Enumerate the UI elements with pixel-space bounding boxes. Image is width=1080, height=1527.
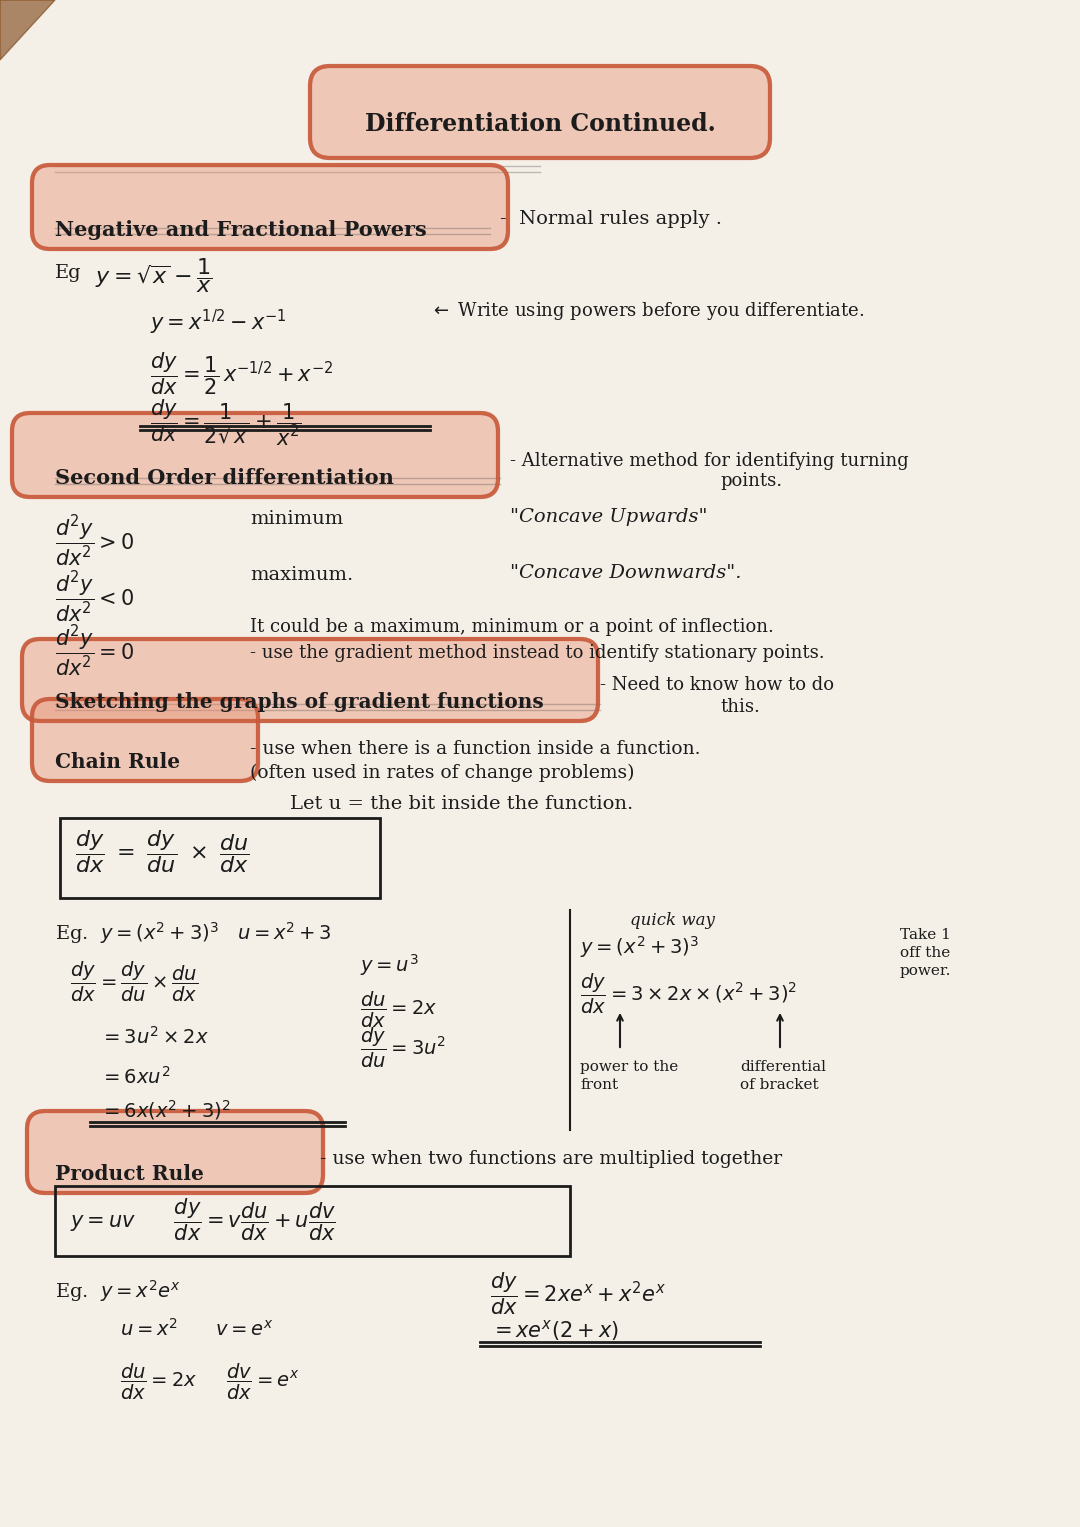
Text: $\dfrac{dy}{dx} = \dfrac{1}{2\sqrt{x}} + \dfrac{1}{x^2}$: $\dfrac{dy}{dx} = \dfrac{1}{2\sqrt{x}} +…	[150, 399, 301, 447]
Text: - use the gradient method instead to identify stationary points.: - use the gradient method instead to ide…	[249, 644, 825, 663]
Text: differential: differential	[740, 1060, 826, 1073]
Text: Product Rule: Product Rule	[55, 1164, 204, 1183]
Text: front: front	[580, 1078, 618, 1092]
FancyBboxPatch shape	[22, 638, 598, 721]
Text: power.: power.	[900, 964, 951, 977]
Text: $\dfrac{du}{dx} = 2x$     $\dfrac{dv}{dx} = e^x$: $\dfrac{du}{dx} = 2x$ $\dfrac{dv}{dx} = …	[120, 1362, 299, 1402]
Text: $\dfrac{dy}{dx} = 3 \times 2x \times (x^2+3)^2$: $\dfrac{dy}{dx} = 3 \times 2x \times (x^…	[580, 973, 797, 1015]
Text: $= 3u^2 \times 2x$: $= 3u^2 \times 2x$	[100, 1026, 208, 1048]
Bar	[60, 818, 380, 898]
Text: $\leftarrow$ Write using powers before you differentiate.: $\leftarrow$ Write using powers before y…	[430, 299, 864, 322]
Text: $y=uv$      $\dfrac{dy}{dx} = v\dfrac{du}{dx} + u\dfrac{dv}{dx}$: $y=uv$ $\dfrac{dy}{dx} = v\dfrac{du}{dx}…	[70, 1196, 336, 1243]
Text: Negative and Fractional Powers: Negative and Fractional Powers	[55, 220, 427, 240]
Text: $\dfrac{d^2y}{dx^2} = 0$: $\dfrac{d^2y}{dx^2} = 0$	[55, 625, 134, 680]
Text: maximum.: maximum.	[249, 567, 353, 583]
Text: $\dfrac{dy}{dx} = \dfrac{dy}{du} \times \dfrac{du}{dx}$: $\dfrac{dy}{dx} = \dfrac{dy}{du} \times …	[70, 960, 198, 1005]
Text: $= 6xu^2$: $= 6xu^2$	[100, 1066, 171, 1087]
Text: $= 6x(x^2+3)^2$: $= 6x(x^2+3)^2$	[100, 1098, 230, 1122]
Text: $\dfrac{dy}{dx}\ =\ \dfrac{dy}{du}\ \times\ \dfrac{du}{dx}$: $\dfrac{dy}{dx}\ =\ \dfrac{dy}{du}\ \tim…	[75, 828, 249, 875]
Text: Sketching the graphs of gradient functions: Sketching the graphs of gradient functio…	[55, 692, 543, 712]
FancyBboxPatch shape	[27, 1112, 323, 1193]
Polygon shape	[0, 0, 55, 60]
Text: $\dfrac{dy}{dx} = 2xe^x + x^2e^x$: $\dfrac{dy}{dx} = 2xe^x + x^2e^x$	[490, 1270, 666, 1316]
Text: Eg.  $y=(x^2+3)^3$   $u=x^2+3$: Eg. $y=(x^2+3)^3$ $u=x^2+3$	[55, 919, 332, 945]
Text: It could be a maximum, minimum or a point of inflection.: It could be a maximum, minimum or a poin…	[249, 618, 774, 637]
FancyBboxPatch shape	[32, 165, 508, 249]
Text: $y = \sqrt{x} - \dfrac{1}{x}$: $y = \sqrt{x} - \dfrac{1}{x}$	[95, 257, 213, 295]
Text: $= xe^x(2+x)$: $= xe^x(2+x)$	[490, 1318, 619, 1344]
Text: - use when two functions are multiplied together: - use when two functions are multiplied …	[320, 1150, 782, 1168]
Text: Second Order differentiation: Second Order differentiation	[55, 467, 394, 489]
FancyBboxPatch shape	[310, 66, 770, 157]
Text: quick way: quick way	[630, 912, 715, 928]
Text: - Alternative method for identifying turning: - Alternative method for identifying tur…	[510, 452, 908, 470]
FancyBboxPatch shape	[12, 412, 498, 496]
Text: $y = (x^2+3)^3$: $y = (x^2+3)^3$	[580, 935, 699, 960]
Text: of bracket: of bracket	[740, 1078, 819, 1092]
Text: Take 1: Take 1	[900, 928, 950, 942]
Text: (often used in rates of change problems): (often used in rates of change problems)	[249, 764, 635, 782]
Text: $\dfrac{dy}{du} = 3u^2$: $\dfrac{dy}{du} = 3u^2$	[360, 1026, 446, 1070]
Text: -  Normal rules apply .: - Normal rules apply .	[500, 211, 723, 228]
Text: $y = x^{1/2} - x^{-1}$: $y = x^{1/2} - x^{-1}$	[150, 308, 286, 337]
Text: Eg: Eg	[55, 264, 82, 282]
Text: minimum: minimum	[249, 510, 343, 528]
Text: this.: this.	[720, 698, 760, 716]
Text: Eg.  $y = x^2 e^x$: Eg. $y = x^2 e^x$	[55, 1278, 180, 1304]
Text: points.: points.	[720, 472, 782, 490]
Text: $\dfrac{d^2y}{dx^2} > 0$: $\dfrac{d^2y}{dx^2} > 0$	[55, 515, 134, 570]
Text: off the: off the	[900, 947, 950, 960]
Text: - use when there is a function inside a function.: - use when there is a function inside a …	[249, 741, 701, 757]
Bar	[55, 1186, 570, 1257]
Text: $\dfrac{dy}{dx} = \dfrac{1}{2}\,x^{-1/2} + x^{-2}$: $\dfrac{dy}{dx} = \dfrac{1}{2}\,x^{-1/2}…	[150, 350, 334, 397]
Text: Differentiation Continued.: Differentiation Continued.	[365, 111, 715, 136]
Text: "Concave Downwards".: "Concave Downwards".	[510, 563, 742, 582]
Text: "Concave Upwards": "Concave Upwards"	[510, 508, 707, 525]
Text: Let u = the bit inside the function.: Let u = the bit inside the function.	[291, 796, 633, 812]
Text: $\dfrac{d^2y}{dx^2} < 0$: $\dfrac{d^2y}{dx^2} < 0$	[55, 570, 134, 626]
Text: Chain Rule: Chain Rule	[55, 751, 180, 773]
Text: $y = u^3$: $y = u^3$	[360, 951, 419, 977]
Text: $\dfrac{du}{dx} = 2x$: $\dfrac{du}{dx} = 2x$	[360, 989, 437, 1031]
Text: - Need to know how to do: - Need to know how to do	[600, 676, 834, 693]
Text: $u = x^2$      $v=e^x$: $u = x^2$ $v=e^x$	[120, 1318, 273, 1339]
Text: power to the: power to the	[580, 1060, 678, 1073]
FancyBboxPatch shape	[32, 699, 258, 780]
